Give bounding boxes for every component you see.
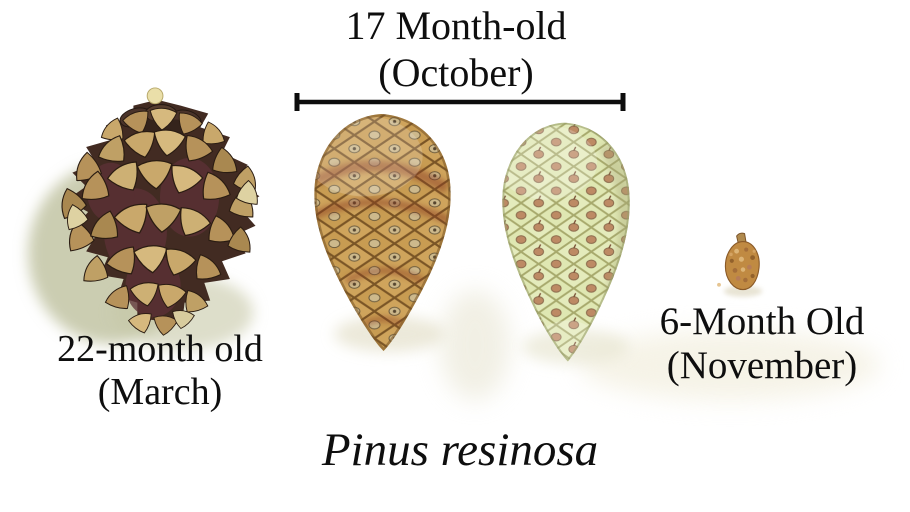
bracket-17-month (294, 93, 626, 111)
label-22-month-line2: (March) (97, 371, 223, 413)
cone-17-month-october-right-photo (502, 122, 630, 365)
label-6-month: 6-Month Old (November) (612, 300, 910, 388)
cone-22-month-top-nub (146, 87, 164, 105)
label-17-month-line1: 17 Month-old (345, 3, 567, 48)
species-caption: Pinus resinosa (321, 424, 599, 476)
label-22-month-line1: 22-month old (57, 328, 263, 370)
cone-6-month-photo (717, 232, 763, 297)
label-22-month: 22-month old (March) (12, 328, 308, 414)
label-6-month-line1: 6-Month Old (659, 300, 865, 343)
label-17-month: 17 Month-old (October) (286, 2, 626, 96)
label-6-month-line2: (November) (666, 344, 858, 387)
cone-17-month-october-left-photo (314, 114, 451, 352)
label-17-month-line2: (October) (378, 50, 534, 95)
ambient-shadow-right (580, 330, 880, 400)
cone-22-month-photo (28, 87, 261, 350)
ambient-shadow-mid (440, 290, 510, 400)
